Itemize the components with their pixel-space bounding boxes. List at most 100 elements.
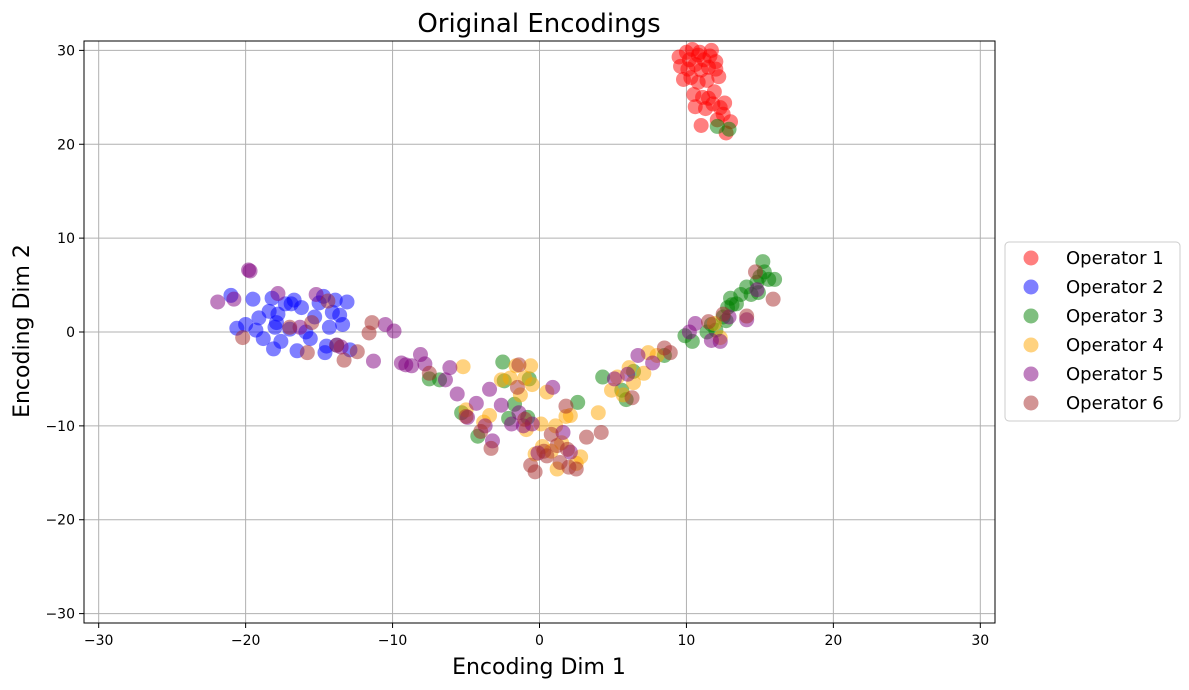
- data-point: [630, 347, 646, 363]
- data-point: [495, 354, 511, 370]
- data-point: [482, 381, 498, 397]
- legend-label: Operator 3: [1066, 306, 1164, 327]
- data-point: [624, 390, 640, 406]
- x-tick-label: −30: [84, 633, 114, 649]
- data-point: [483, 440, 499, 456]
- data-point: [724, 297, 740, 313]
- data-point: [437, 372, 453, 388]
- legend-marker: [1023, 250, 1039, 266]
- data-point: [717, 95, 733, 111]
- data-point: [349, 344, 365, 360]
- data-point: [765, 291, 781, 307]
- data-point: [283, 296, 299, 312]
- data-point: [468, 395, 484, 411]
- data-point: [543, 426, 559, 442]
- data-point: [226, 291, 242, 307]
- data-point: [767, 271, 783, 287]
- data-point: [302, 331, 318, 347]
- data-point: [645, 355, 661, 371]
- data-point: [517, 411, 533, 427]
- data-point: [749, 282, 765, 298]
- data-point: [539, 448, 555, 464]
- data-point: [555, 424, 571, 440]
- data-point: [245, 291, 261, 307]
- x-tick-label: −10: [378, 633, 408, 649]
- data-point: [715, 306, 731, 322]
- y-axis-label: Encoding Dim 2: [10, 244, 35, 418]
- data-point: [709, 118, 725, 134]
- data-point: [603, 382, 619, 398]
- data-point: [455, 359, 471, 375]
- x-tick-label: −20: [231, 633, 261, 649]
- data-point: [579, 429, 595, 445]
- data-point: [268, 315, 284, 331]
- data-point: [693, 117, 709, 133]
- data-point: [715, 106, 731, 122]
- data-point: [593, 424, 609, 440]
- data-point: [308, 286, 324, 302]
- data-point: [692, 44, 708, 60]
- data-point: [339, 294, 355, 310]
- data-point: [681, 52, 697, 68]
- data-point: [559, 441, 575, 457]
- legend-label: Operator 5: [1066, 364, 1164, 385]
- legend-box: [1004, 241, 1181, 422]
- data-point: [739, 308, 755, 324]
- series-operator-1: [671, 41, 739, 141]
- data-point: [304, 315, 320, 331]
- data-point: [449, 386, 465, 402]
- y-tick-label: 0: [66, 325, 75, 341]
- data-point: [590, 405, 606, 421]
- data-point: [511, 357, 527, 373]
- legend-label: Operator 6: [1066, 393, 1164, 414]
- data-point: [255, 331, 271, 347]
- data-point: [662, 345, 678, 361]
- data-point: [421, 365, 437, 381]
- data-points: [210, 41, 783, 480]
- series-operator-5: [210, 262, 765, 461]
- legend-marker: [1023, 279, 1039, 295]
- data-point: [675, 71, 691, 87]
- data-point: [241, 262, 257, 278]
- legend-marker: [1023, 308, 1039, 324]
- data-point: [493, 397, 509, 413]
- y-axis-ticks: −30 −20 −10 0 10 20 30: [45, 43, 84, 623]
- data-point: [700, 314, 716, 330]
- chart-title: Original Encodings: [417, 9, 660, 39]
- data-point: [523, 358, 539, 374]
- data-point: [712, 333, 728, 349]
- data-point: [266, 341, 282, 357]
- legend-marker: [1023, 366, 1039, 382]
- data-point: [558, 398, 574, 414]
- data-point: [299, 345, 315, 361]
- data-point: [282, 319, 298, 335]
- data-point: [329, 337, 345, 353]
- data-point: [636, 365, 652, 381]
- legend: Operator 1 Operator 2 Operator 3 Operator 4…: [1004, 241, 1181, 422]
- data-point: [700, 90, 716, 106]
- data-point: [595, 369, 611, 385]
- data-point: [270, 286, 286, 302]
- data-point: [336, 352, 352, 368]
- data-point: [335, 316, 351, 332]
- data-point: [458, 408, 474, 424]
- data-point: [747, 264, 763, 280]
- data-point: [620, 366, 636, 382]
- x-axis-ticks: −30 −20 −10 0 10 20 30: [84, 623, 989, 649]
- data-point: [606, 371, 622, 387]
- legend-label: Operator 1: [1066, 248, 1164, 269]
- legend-marker: [1023, 395, 1039, 411]
- data-point: [320, 293, 336, 309]
- data-point: [527, 464, 543, 480]
- data-point: [365, 353, 381, 369]
- legend-label: Operator 2: [1066, 277, 1164, 298]
- data-point: [687, 316, 703, 332]
- data-point: [321, 319, 337, 335]
- data-point: [404, 358, 420, 374]
- data-point: [504, 416, 520, 432]
- x-tick-label: 0: [535, 633, 544, 649]
- data-point: [545, 379, 561, 395]
- x-tick-label: 30: [971, 633, 989, 649]
